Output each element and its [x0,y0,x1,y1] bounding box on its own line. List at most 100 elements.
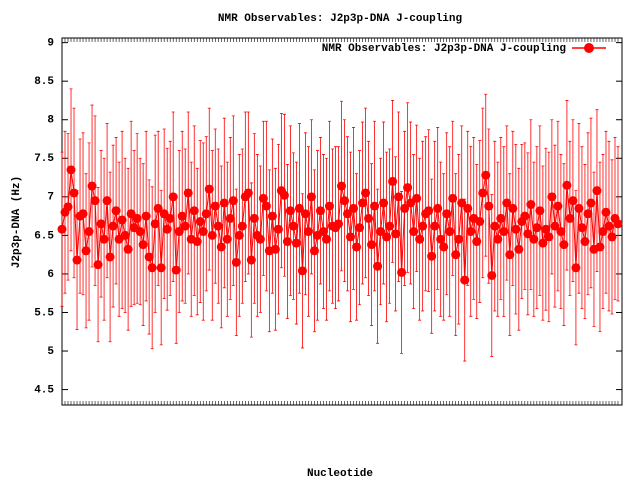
data-point [412,193,422,203]
data-point [195,217,205,226]
data-point [337,181,347,191]
data-point [189,206,199,216]
data-point [156,263,166,273]
data-point [376,227,386,237]
data-point [361,188,371,198]
data-point [514,244,524,254]
data-point [463,203,473,213]
data-point [403,183,413,193]
data-point [457,198,467,208]
data-point [604,221,614,231]
data-point [204,184,214,194]
data-point [370,201,380,211]
data-point [451,250,461,260]
data-point [448,193,458,203]
data-point [442,209,452,219]
data-point [228,196,238,206]
data-point [249,213,259,223]
data-point [595,242,605,252]
legend-label: NMR Observables: J2p3p-DNA J-coupling [322,43,566,55]
data-point [466,227,476,237]
data-point [475,217,485,226]
data-point [607,232,617,242]
y-tick-label: 5 [47,346,54,358]
data-point [72,255,82,265]
data-point [565,213,575,223]
data-point [306,192,316,202]
data-point [484,201,494,211]
data-point [165,213,175,223]
data-point [144,252,154,262]
data-point [117,215,127,225]
data-point [318,227,328,237]
data-point [294,203,304,213]
data-point [430,221,440,231]
data-point [394,192,404,202]
data-point [349,203,359,213]
data-point [120,230,130,240]
data-point [529,234,539,244]
data-point [288,221,298,231]
data-point [424,206,434,216]
data-point [225,213,235,223]
data-point [108,221,118,231]
data-point [580,237,590,247]
data-point [553,201,563,211]
data-point [234,230,244,240]
data-point [315,206,325,216]
data-point [174,227,184,237]
data-point [267,211,277,221]
data-point [520,211,530,221]
data-point [138,240,148,250]
data-point [433,203,443,213]
data-point [358,198,368,208]
data-point [246,255,256,265]
data-point [598,227,608,237]
data-point [81,246,91,256]
data-point [550,221,560,231]
data-point [63,202,73,212]
data-point [270,244,280,254]
data-point [523,229,533,239]
data-point [562,180,572,190]
y-tick-label: 4.5 [34,384,54,396]
data-point [481,170,491,180]
data-point [538,238,548,248]
y-tick-label: 5.5 [34,307,54,319]
y-tick-label: 9 [47,38,54,50]
data-point [171,265,181,275]
data-point [472,237,482,247]
y-tick-label: 7.5 [34,153,54,165]
data-point [493,234,503,244]
data-point [415,234,425,244]
data-point [321,234,331,244]
data-point [427,251,437,261]
data-point [499,227,509,237]
data-point [273,224,283,234]
data-point [568,196,578,206]
data-point [391,229,401,239]
data-point [333,219,343,229]
data-point [57,224,67,234]
data-point [367,240,377,250]
data-point [364,213,374,223]
data-point [291,238,301,248]
data-point [460,275,470,285]
data-point [544,232,554,242]
data-point [601,207,611,217]
data-point [559,240,569,250]
data-point [90,196,100,206]
data-point [355,223,365,233]
data-point [180,221,190,231]
y-tick-label: 6.5 [34,230,54,242]
data-point [508,203,518,213]
data-point [207,230,217,240]
data-point [303,227,313,237]
data-point [219,198,229,208]
data-point [150,219,160,229]
data-point [574,203,584,213]
data-point [99,234,109,244]
data-point [78,209,88,219]
data-point [69,188,79,198]
